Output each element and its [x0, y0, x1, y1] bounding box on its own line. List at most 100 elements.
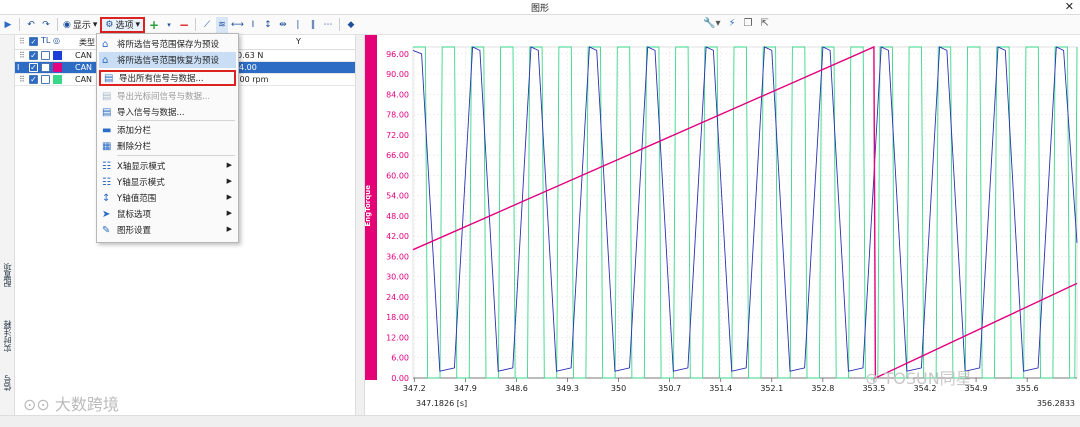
- submenu-arrow-icon: ▶: [226, 161, 232, 169]
- menu-item-label: X轴显示模式: [117, 162, 166, 172]
- expand-vertical-icon[interactable]: ↕: [264, 19, 272, 30]
- y-tick-label: 90.00: [386, 70, 409, 79]
- cursor-line-icon[interactable]: ❘: [294, 19, 302, 30]
- wave-icon[interactable]: ≋: [216, 16, 229, 33]
- chart-line-icon[interactable]: ⟋: [203, 19, 211, 30]
- more-icon[interactable]: ⋯: [323, 19, 333, 30]
- row-value: 0.63 N: [237, 51, 264, 60]
- x-tick-label: 347.9: [454, 384, 477, 393]
- menu-item-label: 将所选信号范围保存为预设: [117, 40, 220, 50]
- row-value[interactable]: 4.00: [237, 63, 259, 72]
- horizontal-fit-icon[interactable]: ⟷: [231, 19, 244, 30]
- toolbar-separator: [195, 18, 197, 31]
- options-label: 选项: [115, 21, 134, 31]
- toolbar-separator: [19, 18, 20, 31]
- chevron-down-icon: ▾: [92, 19, 98, 30]
- collapse-icon[interactable]: ⇹: [279, 19, 287, 30]
- lightning-icon[interactable]: ⚡: [728, 18, 736, 29]
- panel-splitter[interactable]: [355, 35, 365, 415]
- menu-item-9[interactable]: ↕ Y轴值范围 ▶: [99, 190, 236, 206]
- side-tab-label: 实时注释: [3, 320, 12, 352]
- signal-color-swatch[interactable]: [53, 75, 62, 84]
- x-axis-icon: ☷: [102, 160, 111, 172]
- row-secondary-checkbox[interactable]: [41, 51, 50, 60]
- y-axis-icon: ☷: [102, 176, 111, 188]
- menu-item-11[interactable]: ✎ 图形设置 ▶: [99, 222, 236, 238]
- status-bar: [0, 415, 1080, 427]
- side-tab-signal[interactable]: 信号: [1, 375, 14, 391]
- x-tick-label: 354.2: [914, 384, 937, 393]
- menu-item-8[interactable]: ☷ Y轴显示模式 ▶: [99, 174, 236, 190]
- submenu-arrow-icon: ▶: [226, 177, 232, 185]
- dual-cursor-icon[interactable]: ‖: [310, 19, 316, 30]
- row-handle-icon: ⠿: [19, 75, 25, 84]
- copy-icon[interactable]: ❐: [743, 18, 753, 29]
- signal-color-swatch[interactable]: [53, 63, 62, 72]
- toolbar-separator: [57, 18, 58, 31]
- row-type: CAN: [75, 51, 93, 60]
- row-visible-checkbox[interactable]: ✓: [29, 51, 38, 60]
- menu-item-6[interactable]: ▦ 删除分栏: [99, 138, 236, 154]
- options-button[interactable]: ⚙ 选项 ▾: [100, 16, 146, 33]
- y-tick-label: 72.00: [386, 131, 409, 140]
- menu-item-7[interactable]: ☷ X轴显示模式 ▶: [99, 158, 236, 174]
- menu-item-5[interactable]: ▬ 添加分栏: [99, 122, 236, 138]
- import-icon: ▤: [102, 106, 112, 118]
- row-value: .00 rpm: [237, 75, 269, 84]
- column-type: 类型: [79, 38, 95, 47]
- y-tick-label: 84.00: [386, 90, 409, 99]
- menu-item-2[interactable]: ▤ 导出所有信号与数据...: [99, 70, 236, 86]
- side-tab-config[interactable]: 配置项: [1, 263, 14, 287]
- x-tick-label: 349.3: [556, 384, 579, 393]
- add-panel-icon: ▬: [102, 124, 112, 136]
- menu-item-10[interactable]: ➤ 鼠标选项 ▶: [99, 206, 236, 222]
- menu-item-0[interactable]: ⌂ 将所选信号范围保存为预设: [99, 36, 236, 52]
- side-tab-label: 配置项: [3, 263, 12, 287]
- menu-item-label: 导出所有信号与数据...: [119, 74, 204, 84]
- side-tab-annotation[interactable]: 实时注释: [1, 320, 14, 352]
- row-secondary-checkbox[interactable]: [41, 63, 50, 72]
- export-image-icon[interactable]: ⇱: [760, 18, 769, 29]
- y-tick-label: 48.00: [386, 212, 409, 221]
- select-all-checkbox[interactable]: ✓: [29, 37, 38, 46]
- menu-separator: [117, 155, 235, 156]
- options-menu: ⌂ 将所选信号范围保存为预设 ⌂ 将所选信号范围恢复为预设 ▤ 导出所有信号与数据... ▤…: [96, 33, 239, 243]
- export-cursor-icon: ▤: [102, 90, 112, 102]
- chart-svg[interactable]: 96.00 90.00 84.00 78.00 72.00 66.00 60.00 54.00…: [377, 35, 1080, 415]
- row-visible-checkbox[interactable]: ✓: [29, 63, 38, 72]
- display-icon: ◉: [63, 19, 71, 30]
- signal-color-swatch[interactable]: [53, 51, 62, 60]
- row-secondary-checkbox[interactable]: [41, 75, 50, 84]
- chart-area[interactable]: EngTorque 96.00 90.00 84.00 78.00 72.00 66.00…: [364, 35, 1080, 415]
- row-handle-icon: ⠿: [19, 51, 25, 60]
- palette-icon: ◎: [53, 36, 60, 45]
- menu-item-4[interactable]: ▤ 导入信号与数据...: [99, 104, 236, 120]
- wechat-logo-icon: ⊙⊙: [23, 395, 50, 414]
- chevron-down-icon[interactable]: ▾: [167, 20, 171, 29]
- menu-item-1[interactable]: ⌂ 将所选信号范围恢复为预设: [99, 52, 236, 68]
- vertical-fit-icon[interactable]: I: [251, 19, 255, 30]
- wrench-icon[interactable]: 🔧▾: [703, 18, 721, 29]
- y-tick-label: 66.00: [386, 151, 409, 160]
- x-tick-label: 352.8: [811, 384, 834, 393]
- redo-icon[interactable]: ↷: [42, 19, 50, 30]
- add-signal-icon[interactable]: +: [149, 17, 160, 32]
- side-tab-label: 信号: [3, 375, 12, 391]
- y-tick-label: 24.00: [386, 293, 409, 302]
- display-button[interactable]: ◉ 显示 ▾: [63, 18, 98, 32]
- watermark-right: ⊙ TOSUN同星: [865, 365, 972, 389]
- delete-panel-icon: ▦: [102, 140, 112, 152]
- close-icon[interactable]: ✕: [1064, 0, 1074, 13]
- play-icon[interactable]: ▶: [4, 19, 12, 30]
- y-range-icon: ↕: [102, 192, 111, 204]
- watermark-left-text: 大数跨境: [54, 395, 119, 414]
- y-axis-label: EngTorque: [364, 185, 372, 227]
- remove-signal-icon[interactable]: −: [179, 17, 190, 32]
- toolbar-separator: [338, 18, 340, 31]
- eraser-icon[interactable]: ◆: [347, 19, 355, 30]
- row-type: CAN: [75, 63, 93, 72]
- undo-icon[interactable]: ↶: [27, 19, 35, 30]
- export-icon: ▤: [104, 72, 114, 84]
- menu-item-3: ▤ 导出光标间信号与数据...: [99, 88, 236, 104]
- row-visible-checkbox[interactable]: ✓: [29, 75, 38, 84]
